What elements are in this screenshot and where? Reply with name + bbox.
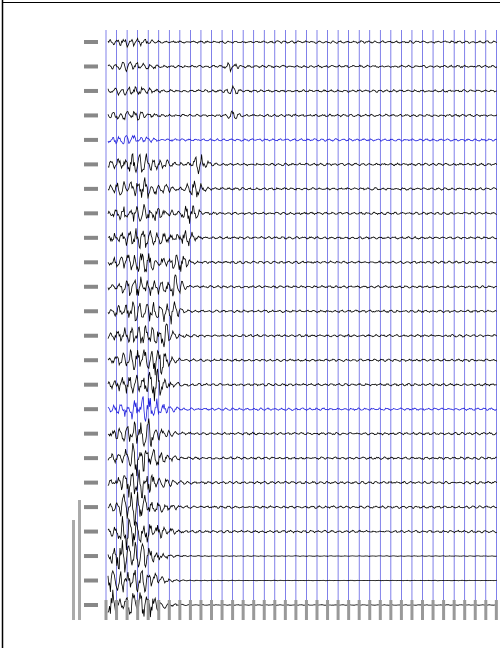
trace-label-stub — [84, 529, 98, 534]
trace-label-stub — [84, 603, 98, 607]
tick-text-stub — [252, 600, 256, 620]
tick-text-stub — [125, 600, 129, 620]
trace-label-stub — [84, 431, 98, 436]
trace-label-stub — [84, 407, 98, 412]
trace-label-stub — [84, 137, 98, 142]
tick-text-stub — [410, 600, 414, 620]
trace — [107, 443, 497, 477]
tick-text-stub — [326, 600, 330, 620]
tick-text-stub — [378, 600, 382, 620]
tick-text-stub — [347, 600, 351, 620]
tick-text-stub — [473, 600, 477, 620]
tick-text-stub — [136, 600, 140, 620]
tick-text-stub — [336, 600, 340, 620]
trace — [107, 110, 498, 121]
tick-text-stub — [157, 600, 161, 620]
trace-label-stub — [84, 480, 98, 485]
tick-text-stub — [484, 600, 488, 620]
tick-text-stub — [283, 600, 287, 620]
tick-text-stub — [357, 600, 361, 620]
tick-text-stub — [315, 600, 319, 620]
tick-text-stub — [431, 600, 435, 620]
trace — [107, 368, 497, 402]
trace-label-stub — [84, 260, 98, 265]
trace — [107, 253, 497, 273]
trace-label-stub — [84, 186, 98, 191]
time-grid — [105, 30, 497, 620]
trace — [107, 134, 498, 145]
trace-label-stub — [84, 456, 98, 461]
tick-text-stub — [104, 600, 108, 620]
header-text-stub — [78, 500, 81, 620]
traces — [107, 37, 498, 618]
trace — [107, 396, 498, 422]
trace-label-stub — [84, 40, 98, 44]
tick-text-stub — [241, 600, 245, 620]
trace — [107, 274, 497, 297]
axis-annotations — [72, 40, 498, 620]
tick-text-stub — [452, 600, 456, 620]
tick-text-stub — [167, 600, 171, 620]
trace — [107, 152, 498, 175]
trace-label-stub — [84, 113, 98, 118]
tick-text-stub — [421, 600, 424, 620]
trace-label-stub — [84, 554, 98, 559]
header-text-stub — [72, 520, 75, 620]
trace — [107, 348, 498, 376]
trace — [107, 516, 498, 551]
trace-label-stub — [84, 505, 98, 510]
trace-label-stub — [84, 162, 98, 167]
tick-text-stub — [262, 600, 266, 620]
trace — [107, 177, 498, 199]
trace-label-stub — [84, 235, 98, 240]
tick-text-stub — [294, 600, 298, 620]
tick-text-stub — [199, 600, 203, 620]
trace-label-stub — [84, 578, 98, 583]
trace — [107, 84, 497, 97]
trace — [107, 204, 497, 224]
trace-label-stub — [84, 358, 98, 363]
tick-text-stub — [463, 600, 467, 620]
trace-label-stub — [84, 64, 98, 69]
trace — [107, 61, 498, 73]
tick-text-stub — [368, 600, 372, 620]
trace-label-stub — [84, 382, 98, 387]
tick-text-stub — [304, 600, 308, 620]
trace — [107, 491, 497, 526]
tick-text-stub — [178, 600, 182, 620]
trace — [107, 569, 497, 593]
trace — [107, 418, 498, 448]
trace-label-stub — [84, 284, 98, 289]
trace — [107, 540, 497, 573]
trace — [107, 228, 498, 250]
tick-text-stub — [273, 600, 277, 620]
trace — [107, 323, 498, 348]
tick-text-stub — [210, 600, 213, 620]
trace-label-stub — [84, 309, 98, 314]
tick-text-stub — [389, 600, 393, 620]
tick-text-stub — [220, 600, 224, 620]
tick-text-stub — [146, 600, 150, 620]
trace-label-stub — [84, 88, 98, 93]
tick-text-stub — [442, 600, 446, 620]
trace — [107, 37, 498, 49]
trace — [107, 469, 498, 499]
trace — [107, 301, 497, 325]
trace-label-stub — [84, 333, 98, 338]
trace-label-stub — [84, 211, 98, 216]
tick-text-stub — [188, 600, 192, 620]
tick-text-stub — [115, 600, 119, 620]
tick-text-stub — [231, 600, 235, 620]
tick-text-stub — [494, 600, 498, 620]
tick-text-stub — [399, 600, 403, 620]
